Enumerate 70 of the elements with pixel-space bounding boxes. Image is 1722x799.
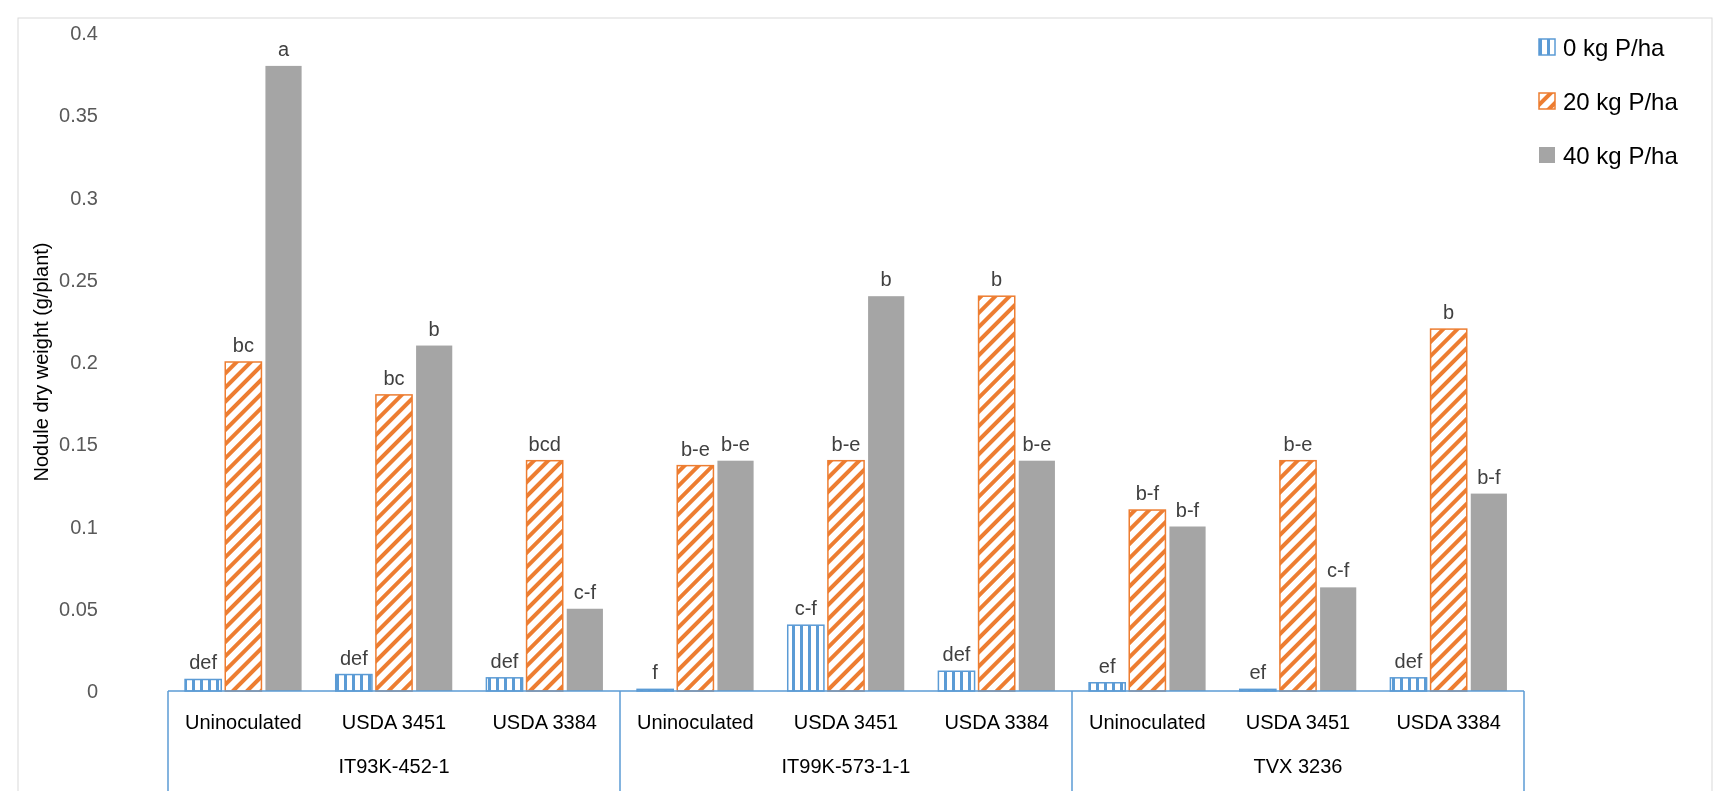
data-label: b-e <box>1022 432 1052 455</box>
x-tick-label: USDA 3384 <box>944 711 1049 733</box>
x-tick-label: USDA 3451 <box>341 711 447 733</box>
data-label: bcd <box>528 432 561 455</box>
x-tick-label: Uninoculated <box>1088 711 1206 733</box>
bar <box>717 460 754 691</box>
legend-label: 20 kg P/ha <box>1563 88 1679 116</box>
data-label: bc <box>383 366 405 389</box>
data-label: b-e <box>1283 432 1313 455</box>
y-tick-label: 0.2 <box>70 351 98 373</box>
y-tick-label: 0 <box>86 680 98 702</box>
data-label: def <box>942 643 971 666</box>
data-label: b-f <box>1175 498 1200 521</box>
data-label: b <box>991 268 1003 291</box>
data-label: b-f <box>1135 482 1160 505</box>
data-label: c-f <box>1327 559 1350 582</box>
bar <box>525 459 564 692</box>
bar <box>1169 526 1206 691</box>
y-axis-title: Nodule dry weight (g/plant) <box>30 242 52 482</box>
legend-label: 0 kg P/ha <box>1563 34 1666 62</box>
text: TVX 3236 <box>1253 755 1343 777</box>
text: IT99K-573-1-1 <box>781 755 911 777</box>
x-tick-label: USDA 3384 <box>492 711 597 733</box>
bar <box>827 459 865 692</box>
data-label: c-f <box>573 580 597 603</box>
bar <box>1279 459 1317 692</box>
bar <box>676 464 715 692</box>
data-label: def <box>490 649 519 672</box>
data-label: b-f <box>1477 465 1501 488</box>
bar <box>1429 328 1468 692</box>
text: IT93K-452-1 <box>338 755 450 777</box>
bar <box>1128 509 1167 692</box>
data-label: ef <box>1098 654 1116 677</box>
bar <box>566 608 603 691</box>
x-tick-label: USDA 3451 <box>1245 711 1351 733</box>
data-label: b <box>428 317 440 340</box>
y-tick-label: 0.35 <box>59 104 98 127</box>
x-tick-label: Uninoculated <box>184 711 302 733</box>
y-tick-label: 0.25 <box>59 268 98 291</box>
bar <box>265 65 302 691</box>
y-tick-label: 0.1 <box>70 515 98 538</box>
data-label: def <box>189 651 218 674</box>
y-tick-label: 0.15 <box>59 433 98 456</box>
bar <box>1018 460 1055 691</box>
data-label: b-e <box>831 432 861 455</box>
x-tick-label: USDA 3451 <box>793 711 899 733</box>
bar <box>416 345 453 691</box>
data-label: b-e <box>721 432 750 455</box>
data-label: def <box>1394 649 1423 672</box>
data-label: c-f <box>794 597 818 620</box>
data-label: b-e <box>680 437 710 460</box>
bar <box>1470 493 1507 691</box>
bar <box>375 394 413 692</box>
data-label: b <box>1443 301 1455 324</box>
bar <box>977 295 1016 692</box>
legend-label: 40 kg P/ha <box>1563 142 1679 170</box>
y-tick-label: 0.3 <box>70 186 98 209</box>
y-tick-label: 0.4 <box>70 22 98 44</box>
bar <box>224 361 263 692</box>
bar <box>868 296 905 691</box>
data-label: b <box>880 268 892 291</box>
data-label: def <box>339 646 369 669</box>
x-tick-label: Uninoculated <box>636 711 754 733</box>
data-label: f <box>652 661 659 684</box>
y-tick-label: 0.05 <box>59 597 98 620</box>
bar <box>1320 587 1357 691</box>
data-label: ef <box>1249 661 1267 684</box>
data-label: bc <box>232 334 254 356</box>
data-label: a <box>277 37 290 60</box>
x-tick-label: USDA 3384 <box>1396 711 1501 733</box>
